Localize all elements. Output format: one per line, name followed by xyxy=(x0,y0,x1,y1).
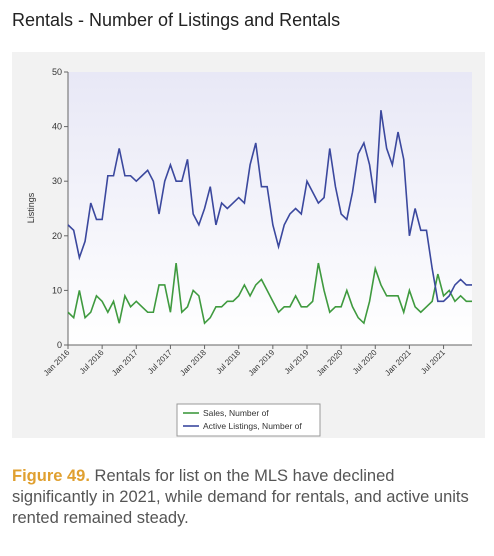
title: Rentals - Number of Listings and Rentals xyxy=(12,10,341,30)
y-tick-label: 0 xyxy=(57,340,62,350)
figure-label: Figure 49. xyxy=(12,467,90,485)
y-tick-label: 20 xyxy=(52,231,62,241)
legend-box xyxy=(176,403,321,437)
y-axis-label: Listings xyxy=(26,192,36,223)
caption-text: Rentals for list on the MLS have decline… xyxy=(12,467,469,527)
series-line xyxy=(67,110,472,303)
y-tick-label: 40 xyxy=(52,122,62,132)
y-tick-label: 10 xyxy=(52,285,62,295)
legend-label: Active Listings, Number of xyxy=(203,421,302,431)
series-line xyxy=(67,262,472,325)
y-tick-label: 50 xyxy=(52,67,62,77)
caption: Figure 49. Rentals for list on the MLS h… xyxy=(12,466,482,529)
y-tick-label: 30 xyxy=(52,176,62,186)
legend-label: Sales, Number of xyxy=(203,408,269,418)
